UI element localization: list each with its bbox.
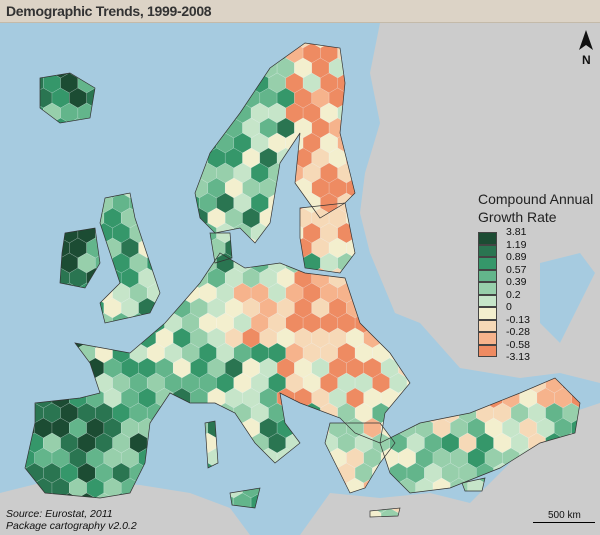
region-hexagon — [259, 507, 278, 517]
country-border — [369, 507, 401, 518]
legend-swatch — [478, 307, 497, 320]
country-border — [194, 42, 356, 244]
legend-swatch — [478, 282, 497, 295]
country-border — [24, 252, 411, 499]
choropleth-map — [0, 23, 600, 535]
title-bar: Demographic Trends, 1999-2008 — [0, 0, 600, 23]
source-line: Source: Eurostat, 2011 — [6, 508, 113, 520]
legend-swatch — [478, 257, 497, 270]
source-note: Source: Eurostat, 2011 Package cartograp… — [6, 508, 137, 532]
north-arrow-icon — [579, 30, 593, 50]
country-border — [59, 227, 101, 289]
region-hexagon — [242, 507, 261, 517]
north-label: N — [582, 53, 591, 67]
legend-title: Compound Annual Growth Rate — [478, 190, 593, 226]
legend-break-label: -0.58 — [506, 338, 530, 351]
legend-break-label: -0.28 — [506, 326, 530, 338]
country-borders — [24, 42, 581, 518]
legend-swatch — [478, 232, 497, 245]
legend-break-label: 0.39 — [506, 276, 527, 288]
package-line: Package cartography v2.0.2 — [6, 520, 137, 532]
legend-swatch — [478, 294, 497, 307]
legend-title-line1: Compound Annual — [478, 191, 594, 207]
country-border — [299, 202, 356, 274]
legend-break-label: 3.81 — [506, 226, 527, 238]
region-hexagon — [286, 523, 303, 535]
legend-swatch — [478, 319, 497, 332]
legend-break-label: 0.57 — [506, 263, 527, 276]
region-hexagon — [251, 523, 268, 535]
region-hexagon — [276, 507, 295, 517]
region-hexagon — [269, 523, 286, 535]
country-border — [379, 377, 581, 494]
country-border — [39, 72, 96, 124]
map-title: Demographic Trends, 1999-2008 — [6, 3, 212, 19]
country-border — [204, 420, 219, 469]
legend-title-line2: Growth Rate — [478, 209, 557, 225]
legend-swatch — [478, 332, 497, 345]
legend-break-label: 0.2 — [506, 288, 521, 301]
legend-break-label: -3.13 — [506, 351, 530, 363]
scale-bar — [533, 522, 595, 523]
legend-swatch — [478, 344, 497, 357]
legend-break-label: -0.13 — [506, 313, 530, 326]
legend-break-label: 1.19 — [506, 238, 527, 251]
country-border — [324, 422, 396, 494]
legend-break-label: 0.89 — [506, 251, 527, 263]
legend-break-label: 0 — [506, 301, 512, 313]
legend-swatch — [478, 244, 497, 257]
country-border — [99, 192, 161, 324]
non-eu-land — [0, 23, 600, 535]
scale-bar-label: 500 km — [548, 510, 581, 521]
legend-swatch — [478, 269, 497, 282]
country-border — [461, 477, 486, 492]
country-border — [229, 487, 261, 509]
country-border — [209, 232, 233, 264]
